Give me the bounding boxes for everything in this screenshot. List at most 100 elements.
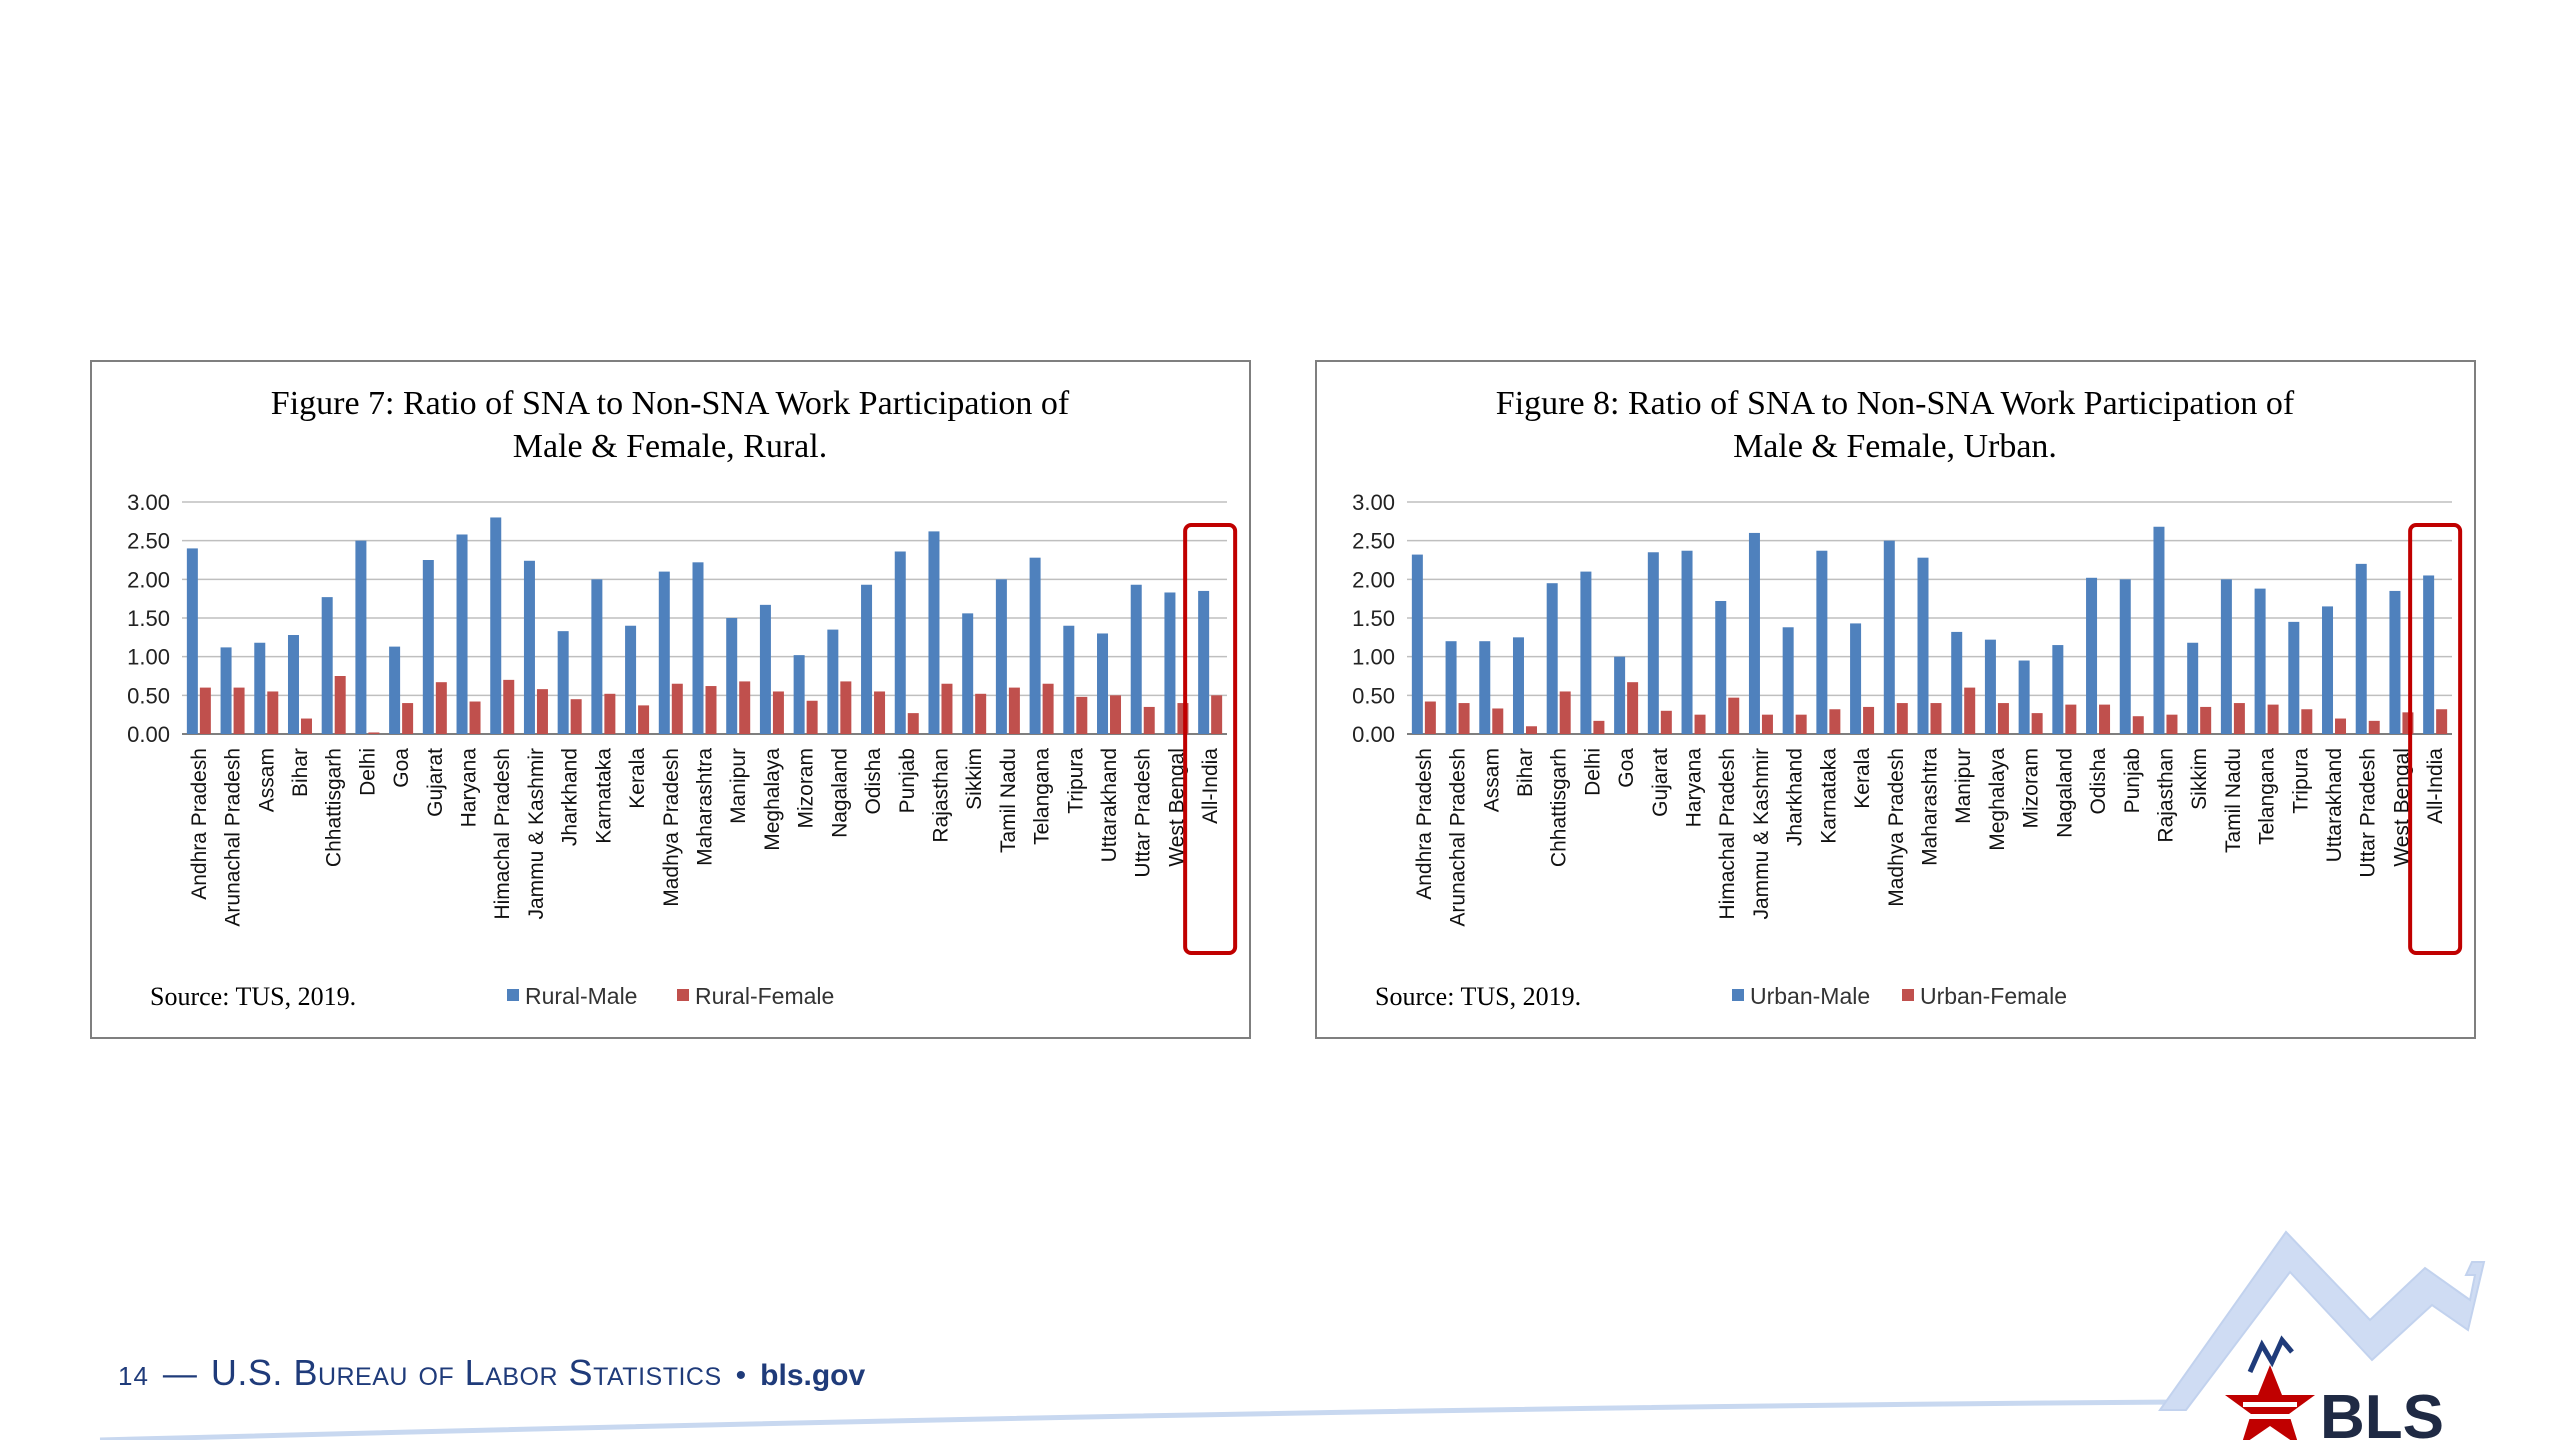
y-tick-label: 0.00 <box>1352 722 1395 747</box>
male-bar <box>287 635 299 734</box>
x-category-label: Delhi <box>1581 748 1604 796</box>
logo-chevron-shape <box>2158 1230 2486 1411</box>
female-bar <box>199 687 211 734</box>
male-bar <box>186 548 198 734</box>
female-bar <box>772 691 784 734</box>
x-category-label: Gujarat <box>424 748 447 817</box>
female-bar <box>739 681 751 734</box>
male-bar <box>2220 579 2232 734</box>
male-bar <box>1546 583 1558 734</box>
x-category-label: Manipur <box>727 748 750 824</box>
x-category-label: Himachal Pradesh <box>1716 748 1739 920</box>
y-tick-label: 2.50 <box>1352 529 1395 554</box>
x-category-label: Tamil Nadu <box>2222 748 2245 853</box>
y-tick-label: 2.00 <box>1352 567 1395 592</box>
x-category-label: All-India <box>1199 748 1222 824</box>
female-bar <box>874 691 886 734</box>
footer-swoosh-line <box>99 1399 2181 1440</box>
x-category-label: Uttar Pradesh <box>2357 748 2380 878</box>
female-bar <box>1593 720 1605 734</box>
male-bar <box>355 540 367 734</box>
female-bar <box>1424 701 1436 734</box>
legend-swatch <box>507 989 519 1001</box>
x-category-label: Maharashtra <box>1919 748 1942 866</box>
page-number: 14 <box>118 1361 149 1391</box>
male-bar <box>861 584 873 734</box>
x-category-label: Maharashtra <box>694 748 717 866</box>
x-category-label: Haryana <box>458 748 481 828</box>
x-category-label: Kerala <box>626 748 649 809</box>
female-bar <box>469 701 481 734</box>
x-category-label: Uttarakhand <box>2323 748 2346 862</box>
x-category-label: Goa <box>390 748 413 788</box>
female-bar <box>1964 687 1976 734</box>
female-bar <box>334 676 346 734</box>
x-category-label: Manipur <box>1952 748 1975 824</box>
x-category-label: Madhya Pradesh <box>660 748 683 907</box>
x-category-label: Rajasthan <box>2154 748 2177 843</box>
female-bar <box>2233 703 2245 734</box>
male-bar <box>2086 577 2098 734</box>
male-bar <box>1029 557 1041 734</box>
chart-title-line2: Male & Female, Urban. <box>1733 428 2057 465</box>
female-bar <box>907 713 919 734</box>
x-category-label: All-India <box>2424 748 2447 824</box>
female-bar <box>1177 703 1189 734</box>
female-bar <box>705 686 717 734</box>
male-bar <box>962 613 974 734</box>
male-bar <box>1445 641 1457 734</box>
female-bar <box>1110 695 1122 734</box>
footer: 14 — U.S. Bureau of Labor Statistics • b… <box>118 1352 865 1402</box>
x-category-label: Assam <box>1480 748 1503 812</box>
x-category-label: Sikkim <box>963 748 986 810</box>
male-bar <box>456 534 468 734</box>
x-category-label: Sikkim <box>2188 748 2211 810</box>
female-bar <box>604 693 616 734</box>
y-tick-label: 3.00 <box>127 490 170 515</box>
female-bar <box>1627 682 1639 734</box>
male-bar <box>220 647 232 734</box>
female-bar <box>2166 714 2178 734</box>
male-bar <box>1198 590 1210 734</box>
female-bar <box>975 693 987 734</box>
y-tick-label: 0.50 <box>1352 683 1395 708</box>
male-bar <box>1411 554 1423 734</box>
male-bar <box>1130 584 1142 734</box>
x-category-label: Punjab <box>2121 748 2144 813</box>
x-category-label: Rajasthan <box>929 748 952 843</box>
x-category-label: Jammu & Kashmir <box>1750 748 1773 920</box>
male-bar <box>591 579 603 734</box>
x-category-label: Arunachal Pradesh <box>222 748 245 927</box>
x-category-label: Mizoram <box>795 748 818 829</box>
female-bar <box>2368 720 2380 734</box>
x-category-label: Assam <box>255 748 278 812</box>
female-bar <box>806 700 818 734</box>
male-bar <box>321 597 333 734</box>
figure-8-svg: Figure 8: Ratio of SNA to Non-SNA Work P… <box>1352 385 2463 1011</box>
figure-7-chart: Figure 7: Ratio of SNA to Non-SNA Work P… <box>90 360 1251 1039</box>
male-bar <box>2119 579 2131 734</box>
female-bar <box>941 683 953 734</box>
female-bar <box>1795 714 1807 734</box>
x-category-label: Bihar <box>289 748 312 797</box>
x-category-label: Chhattisgarh <box>323 748 346 867</box>
male-bar <box>1748 532 1760 734</box>
male-bar <box>894 551 906 734</box>
female-bar <box>1930 703 1942 734</box>
x-category-label: Bihar <box>1514 748 1537 797</box>
female-bar <box>638 705 650 734</box>
legend-label: Urban-Female <box>1920 983 2067 1009</box>
male-bar <box>389 646 401 734</box>
female-bar <box>1896 703 1908 734</box>
female-bar <box>402 703 414 734</box>
x-category-label: Goa <box>1615 748 1638 788</box>
x-category-label: Karnataka <box>592 748 615 844</box>
x-category-label: Uttarakhand <box>1098 748 1121 862</box>
x-category-label: Himachal Pradesh <box>491 748 514 920</box>
y-tick-label: 1.50 <box>1352 606 1395 631</box>
x-category-label: Madhya Pradesh <box>1885 748 1908 907</box>
x-category-label: Meghalaya <box>1986 748 2009 851</box>
male-bar <box>1097 633 1109 734</box>
y-tick-label: 2.50 <box>127 529 170 554</box>
site-link[interactable]: bls.gov <box>760 1359 866 1392</box>
